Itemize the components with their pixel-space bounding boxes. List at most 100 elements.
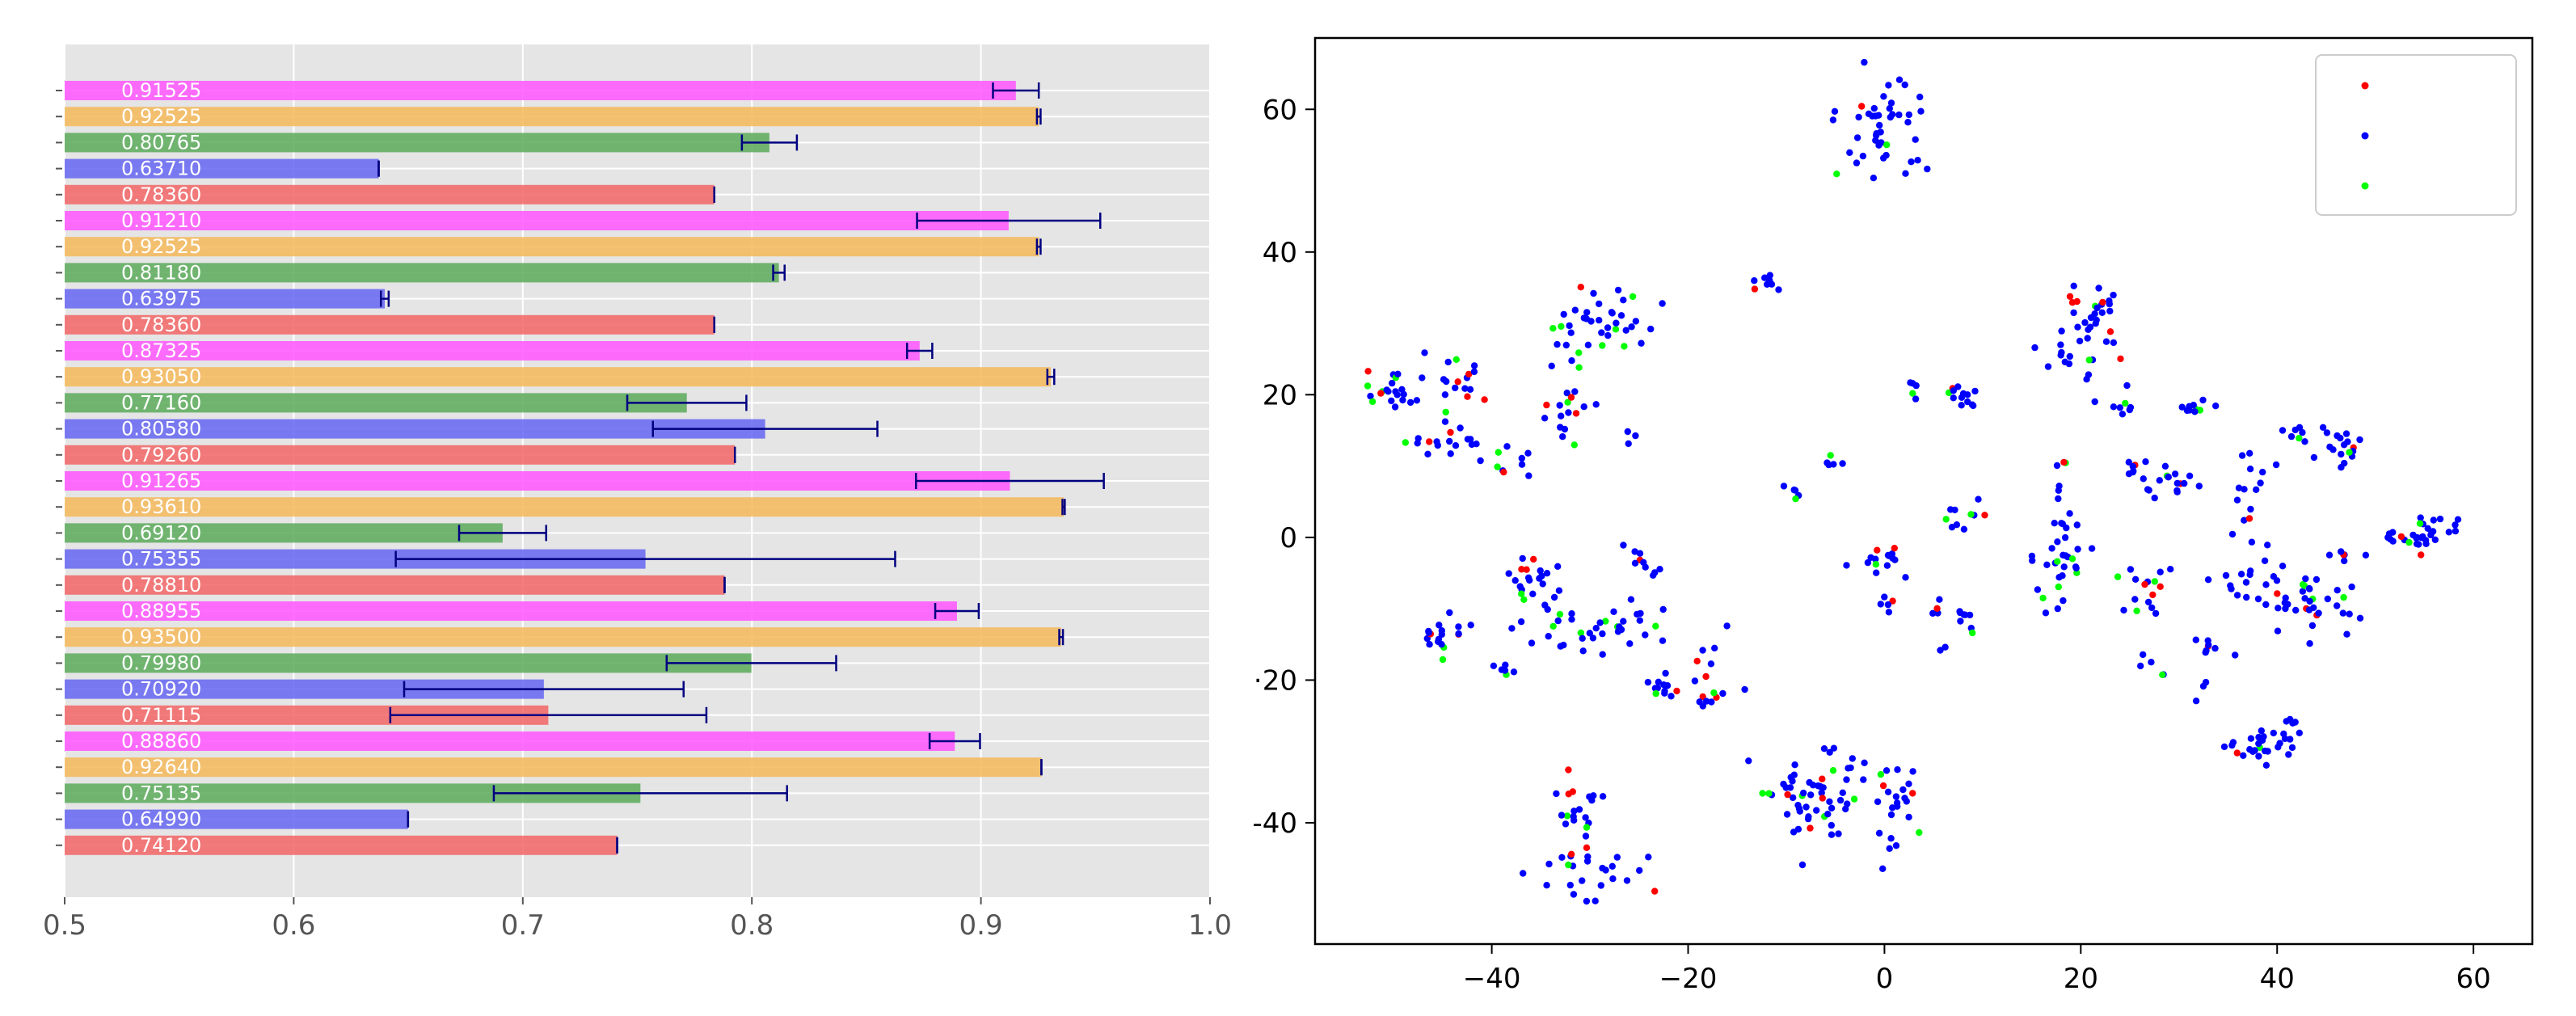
scatter-point: [1580, 314, 1588, 322]
scatter-point: [1667, 693, 1675, 700]
scatter-point: [1613, 319, 1620, 327]
scatter-point: [1855, 113, 1862, 121]
scatter-point: [1582, 833, 1590, 840]
error-bar: [1061, 499, 1066, 516]
scatter-point: [2356, 436, 2363, 444]
scatter-point: [2110, 339, 2118, 347]
legend-marker: [2361, 182, 2369, 190]
scatter-point: [2260, 733, 2267, 740]
scatter-point: [1645, 854, 1652, 861]
error-bar: [665, 655, 837, 672]
scatter-point: [2235, 484, 2243, 491]
scatter-point: [1912, 395, 1920, 403]
scatter-point: [1905, 813, 1912, 821]
scatter-point: [1784, 790, 1791, 799]
scatter-point: [2413, 534, 2420, 542]
scatter-point: [1794, 802, 1802, 809]
scatter-point: [1853, 134, 1861, 141]
scatter-point: [1368, 398, 1377, 406]
bar: [65, 471, 1010, 491]
scatter-point: [1794, 825, 1802, 833]
scatter-point: [2140, 475, 2147, 483]
error-bar: [916, 213, 1102, 229]
bar: [65, 133, 769, 153]
scatter-point: [1567, 394, 1575, 401]
scatter-point: [1388, 397, 1395, 405]
scatter-point: [2292, 606, 2300, 614]
scatter-point: [2167, 566, 2174, 573]
scatter-point: [1820, 745, 1828, 753]
scatter-point: [1520, 596, 1528, 603]
scatter-point: [2233, 592, 2241, 599]
bar-x-tick-label: 0.9: [959, 909, 1003, 942]
scatter-point: [2228, 530, 2237, 538]
scatter-point: [1477, 457, 1484, 465]
scatter-points: [1364, 58, 2462, 905]
scatter-point: [1905, 780, 1912, 787]
scatter-point: [2083, 376, 2090, 383]
scatter-point: [2452, 521, 2459, 529]
scatter-point: [1481, 396, 1488, 403]
scatter-point: [1426, 641, 1433, 648]
scatter-point: [1454, 378, 1461, 386]
scatter-point: [1583, 309, 1591, 316]
scatter-point: [2340, 593, 2347, 601]
bar-value-label: 0.79260: [121, 444, 201, 466]
scatter-point: [1741, 685, 1748, 693]
scatter-point: [1602, 618, 1609, 625]
scatter-point: [1958, 402, 1965, 409]
scatter-point: [2310, 604, 2317, 611]
scatter-point: [1766, 276, 1773, 285]
scatter-point: [1505, 570, 1512, 577]
bar-x-tick-label: 0.7: [501, 909, 545, 942]
bar-x-tick-label: 0.5: [43, 909, 86, 942]
scatter-point: [2073, 297, 2081, 306]
scatter-point: [2275, 605, 2282, 612]
scatter-point: [2251, 747, 2258, 754]
scatter-point: [2246, 746, 2253, 753]
scatter-point: [1651, 685, 1659, 692]
scatter-point: [2186, 403, 2193, 410]
bar-value-label: 0.77160: [121, 391, 201, 414]
scatter-point: [2192, 636, 2199, 643]
scatter-point: [1516, 583, 1524, 590]
scatter-point: [2299, 428, 2306, 436]
scatter-point: [2296, 729, 2303, 736]
scatter-point: [1636, 550, 1644, 557]
scatter-point: [1948, 524, 1956, 531]
bar-value-label: 0.92525: [121, 105, 201, 128]
error-bar: [1046, 369, 1056, 386]
scatter-point: [1644, 678, 1652, 686]
bar-value-label: 0.75355: [121, 548, 201, 571]
scatter-point: [1592, 897, 1599, 904]
scatter-point: [1872, 555, 1879, 563]
scatter-point: [2129, 468, 2136, 476]
error-bar: [394, 550, 896, 567]
scatter-point: [1873, 130, 1880, 137]
scatter-point: [1886, 105, 1893, 112]
scatter-point: [1519, 554, 1526, 563]
scatter-point: [2066, 352, 2073, 360]
bar-x-tick-label: 0.6: [272, 909, 315, 942]
error-bar: [626, 394, 748, 411]
scatter-y-tick-label: 40: [1263, 237, 1297, 269]
scatter-point: [2060, 458, 2068, 466]
scatter-point: [1660, 681, 1667, 689]
scatter-point: [1751, 277, 1758, 285]
scatter-point: [2247, 735, 2255, 742]
scatter-point: [1864, 559, 1872, 567]
scatter-point: [1874, 798, 1882, 806]
error-bar: [740, 134, 799, 151]
scatter-point: [1903, 798, 1910, 805]
scatter-point: [1583, 844, 1591, 852]
scatter-point: [1843, 562, 1850, 569]
scatter-point: [1889, 804, 1896, 812]
scatter-point: [2282, 594, 2289, 601]
scatter-point: [2300, 582, 2308, 589]
scatter-point: [2274, 590, 2281, 597]
error-bar: [403, 681, 685, 698]
scatter-point: [2241, 486, 2248, 493]
scatter-point: [2055, 495, 2062, 503]
scatter-point: [1554, 340, 1561, 348]
scatter-point: [1554, 563, 1562, 570]
